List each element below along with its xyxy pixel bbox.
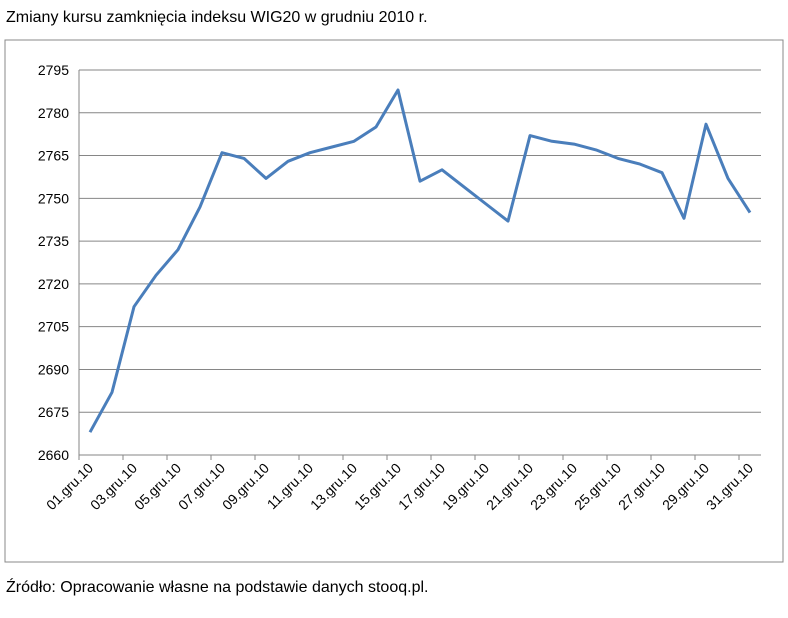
chart-frame xyxy=(4,39,784,563)
x-tick-label: 09.gru.10 xyxy=(219,460,272,513)
x-tick-label: 15.gru.10 xyxy=(351,460,404,513)
x-tick-label: 19.gru.10 xyxy=(439,460,492,513)
y-tick-label: 2750 xyxy=(38,190,69,206)
data-line xyxy=(88,88,752,433)
y-tick-label: 2735 xyxy=(38,233,69,249)
y-tick-label: 2720 xyxy=(38,276,69,292)
y-tick-label: 2705 xyxy=(38,319,69,335)
x-tick-label: 01.gru.10 xyxy=(43,460,96,513)
x-tick-label: 07.gru.10 xyxy=(175,460,228,513)
y-tick-label: 2780 xyxy=(38,105,69,121)
y-tick-label: 2690 xyxy=(38,361,69,377)
y-tick-label: 2795 xyxy=(38,62,69,78)
chart-title: Zmiany kursu zamknięcia indeksu WIG20 w … xyxy=(6,9,428,26)
x-tick-label: 05.gru.10 xyxy=(131,460,184,513)
y-tick-label: 2675 xyxy=(38,404,69,420)
x-tick-label: 03.gru.10 xyxy=(87,460,140,513)
y-tick-label: 2660 xyxy=(38,447,69,463)
x-tick-label: 31.gru.10 xyxy=(703,460,756,513)
x-tick-label: 29.gru.10 xyxy=(659,460,712,513)
x-tick-label: 17.gru.10 xyxy=(395,460,448,513)
y-tick-label: 2765 xyxy=(38,148,69,164)
x-tick-label: 25.gru.10 xyxy=(571,460,624,513)
x-tick-label: 27.gru.10 xyxy=(615,460,668,513)
x-tick-label: 21.gru.10 xyxy=(483,460,536,513)
x-tick-label: 23.gru.10 xyxy=(527,460,580,513)
source-note: Źródło: Opracowanie własne na podstawie … xyxy=(6,577,428,596)
x-tick-label: 13.gru.10 xyxy=(307,460,360,513)
